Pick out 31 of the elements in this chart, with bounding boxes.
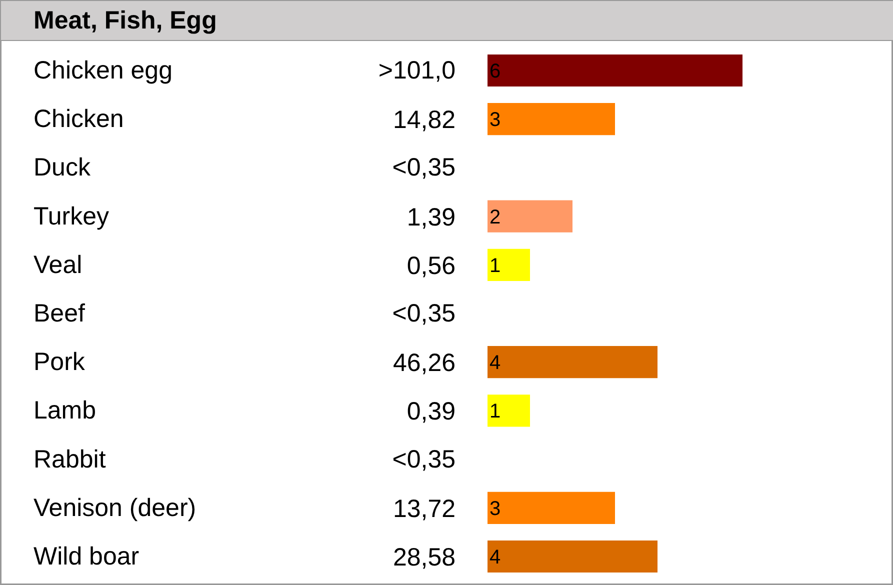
text: Meat, Fish, Egg — [34, 6, 217, 34]
data-label: 2 — [490, 206, 501, 228]
y-tick-label: Chicken — [34, 105, 124, 134]
text: 1,39 — [406, 203, 456, 232]
data-label: 4 — [490, 352, 501, 374]
y-tick-label: Venison (deer) — [34, 494, 196, 522]
text: <0,35 — [392, 154, 456, 182]
data-label: 6 — [490, 60, 501, 82]
text: <0,35 — [392, 445, 456, 474]
data-label: 3 — [490, 109, 501, 132]
y-tick-label: Chicken egg — [34, 56, 172, 84]
data-label: 1 — [490, 400, 501, 423]
text: >101,0 — [378, 56, 456, 84]
text: <0,35 — [392, 300, 456, 328]
y-tick-label: Lamb — [34, 396, 96, 425]
y-tick-label: Rabbit — [34, 445, 106, 474]
text: 14,82 — [392, 106, 456, 134]
text: 28,58 — [392, 544, 456, 572]
data-label: 3 — [490, 498, 501, 520]
text: 13,72 — [392, 494, 456, 523]
y-tick-label: Duck — [34, 154, 91, 182]
y-tick-label: Wild boar — [34, 542, 140, 570]
text: 0,39 — [406, 398, 456, 426]
y-tick-label: Beef — [34, 300, 85, 328]
data-label: 1 — [490, 254, 501, 277]
data-label: 4 — [490, 546, 501, 568]
y-tick-label: Veal — [34, 250, 82, 279]
text: 0,56 — [406, 252, 456, 280]
y-tick-label: Turkey — [34, 202, 110, 230]
text: 46,26 — [392, 349, 456, 378]
y-tick-label: Pork — [34, 348, 86, 376]
